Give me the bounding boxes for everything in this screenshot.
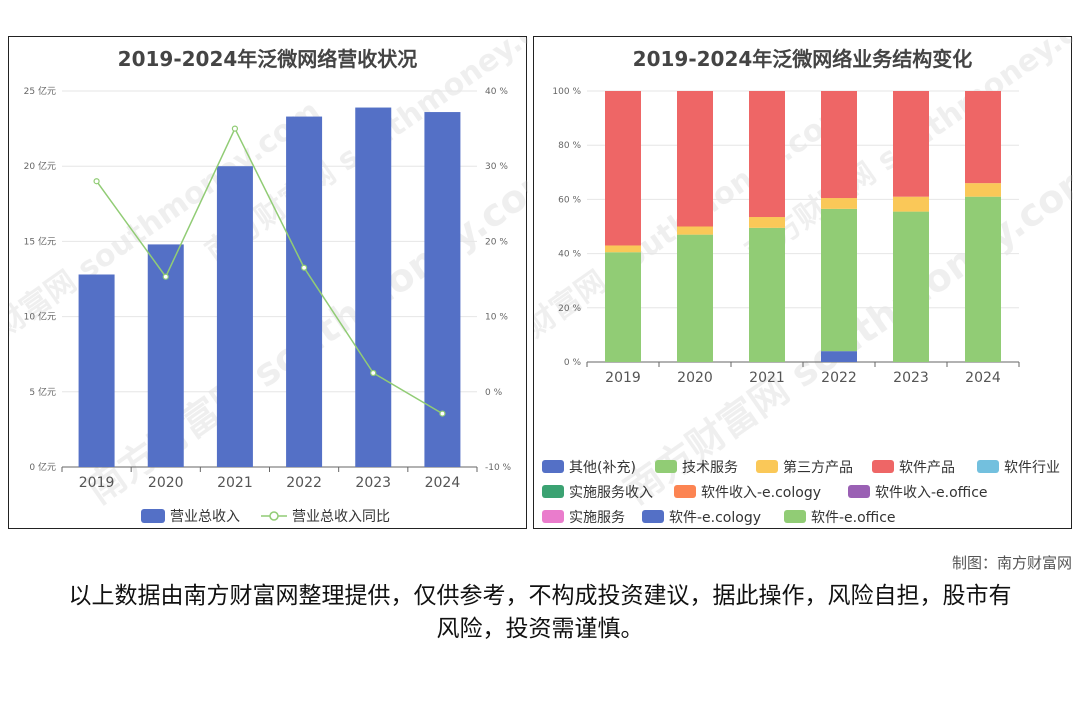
legend-swatch xyxy=(848,485,870,498)
legend-label: 实施服务收入 xyxy=(569,485,653,501)
x-category-label: 2021 xyxy=(749,370,785,386)
stacked-bar-segment xyxy=(677,226,713,235)
legend-swatch-yoy-marker xyxy=(269,511,279,521)
y-left-tick-label: 10 亿元 xyxy=(24,311,56,323)
stacked-bar-segment xyxy=(605,91,641,246)
legend-label: 实施服务 xyxy=(569,510,625,526)
x-category-label: 2022 xyxy=(286,475,322,491)
legend-label: 软件行业 xyxy=(1004,460,1060,476)
chart-credit: 制图：南方财富网 xyxy=(951,554,1072,572)
stacked-bar-segment xyxy=(893,196,929,212)
revenue-bar xyxy=(424,112,461,467)
y-left-tick-label: 5 亿元 xyxy=(29,386,56,398)
y-right-tick-label: 20 % xyxy=(485,237,508,247)
legend-label: 软件产品 xyxy=(899,460,955,476)
stacked-bar-segment xyxy=(821,198,857,209)
x-category-label: 2021 xyxy=(217,475,253,491)
x-category-label: 2020 xyxy=(677,370,713,386)
legend-label: 其他(补充) xyxy=(569,460,636,476)
legend-swatch xyxy=(542,510,564,523)
y-left-tick-label: 15 亿元 xyxy=(24,235,56,247)
legend-swatch xyxy=(655,460,677,473)
legend-label: 第三方产品 xyxy=(783,459,853,476)
revenue-bar xyxy=(147,244,184,467)
yoy-point xyxy=(93,178,100,185)
legend-swatch xyxy=(784,510,806,523)
stacked-bar-segment xyxy=(821,208,857,352)
stacked-bar-segment xyxy=(821,91,857,199)
y-tick-label: 60 % xyxy=(558,195,581,205)
yoy-point xyxy=(162,273,169,280)
legend-label: 软件-e.cology xyxy=(669,510,761,526)
revenue-bar xyxy=(216,166,253,467)
x-category-label: 2024 xyxy=(425,475,461,491)
y-tick-label: 40 % xyxy=(558,250,581,260)
legend-label: 技术服务 xyxy=(682,460,738,476)
y-right-tick-label: -10 % xyxy=(485,463,512,473)
stacked-bar-segment xyxy=(677,91,713,227)
legend-swatch xyxy=(977,460,999,473)
yoy-point xyxy=(231,125,239,132)
stacked-bar-segment xyxy=(605,245,641,253)
y-tick-label: 20 % xyxy=(558,304,581,314)
stacked-bar-segment xyxy=(749,227,785,362)
y-tick-label: 0 % xyxy=(564,358,582,368)
x-category-label: 2023 xyxy=(355,475,391,491)
legend-swatch xyxy=(542,460,564,473)
stacked-bar-segment xyxy=(677,234,713,362)
legend-label-revenue: 营业总收入 xyxy=(170,509,240,525)
x-category-label: 2024 xyxy=(965,370,1001,386)
stacked-bar-segment xyxy=(605,252,641,362)
legend-swatch xyxy=(674,485,696,498)
x-category-label: 2020 xyxy=(148,475,184,491)
stacked-bar-segment xyxy=(893,91,929,197)
y-tick-label: 100 % xyxy=(552,87,581,97)
disclaimer-text: 以上数据由南方财富网整理提供，仅供参考，不构成投资建议，据此操作，风险自担，股市… xyxy=(68,583,1012,642)
yoy-point xyxy=(300,264,308,271)
legend-label: 软件-e.office xyxy=(811,510,896,526)
legend-swatch xyxy=(642,510,664,523)
y-right-tick-label: 0 % xyxy=(485,388,503,398)
x-category-label: 2019 xyxy=(605,370,641,386)
x-category-label: 2023 xyxy=(893,370,929,386)
legend-label: 软件收入-e.office xyxy=(875,485,988,501)
legend-label: 软件收入-e.cology xyxy=(701,485,821,501)
legend-swatch xyxy=(756,460,778,473)
legend-swatch-revenue xyxy=(141,509,165,523)
legend-label-yoy: 营业总收入同比 xyxy=(292,509,390,525)
revenue-chart-panel: 南方财富网 southmoney.com 南方财富网 southmoney.com… xyxy=(8,36,528,529)
y-right-tick-label: 40 % xyxy=(485,87,508,97)
x-category-label: 2022 xyxy=(821,370,857,386)
stacked-bar-segment xyxy=(821,351,857,362)
y-right-tick-label: 10 % xyxy=(485,313,508,323)
stacked-bar-segment xyxy=(893,211,929,362)
revenue-bar xyxy=(78,274,115,467)
y-tick-label: 80 % xyxy=(558,141,581,151)
yoy-point xyxy=(439,410,446,417)
y-left-tick-label: 20 亿元 xyxy=(24,160,56,172)
x-category-label: 2019 xyxy=(79,475,115,491)
y-left-tick-label: 0 亿元 xyxy=(29,461,56,473)
stacked-bar-segment xyxy=(965,183,1001,197)
legend-swatch xyxy=(542,485,564,498)
revenue-bar xyxy=(286,116,323,468)
revenue-bar xyxy=(355,107,392,467)
y-right-tick-label: 30 % xyxy=(485,162,508,172)
legend-swatch xyxy=(872,460,894,473)
yoy-point xyxy=(370,369,377,377)
structure-chart-title: 2019-2024年泛微网络业务结构变化 xyxy=(632,47,973,71)
revenue-chart-title: 2019-2024年泛微网络营收状况 xyxy=(117,47,418,71)
stacked-bar-segment xyxy=(965,196,1001,362)
y-left-tick-label: 25 亿元 xyxy=(24,85,56,97)
stacked-bar-segment xyxy=(749,217,785,228)
stacked-bar-segment xyxy=(749,91,785,218)
stacked-bar-segment xyxy=(965,91,1001,184)
yoy-line xyxy=(95,126,443,415)
